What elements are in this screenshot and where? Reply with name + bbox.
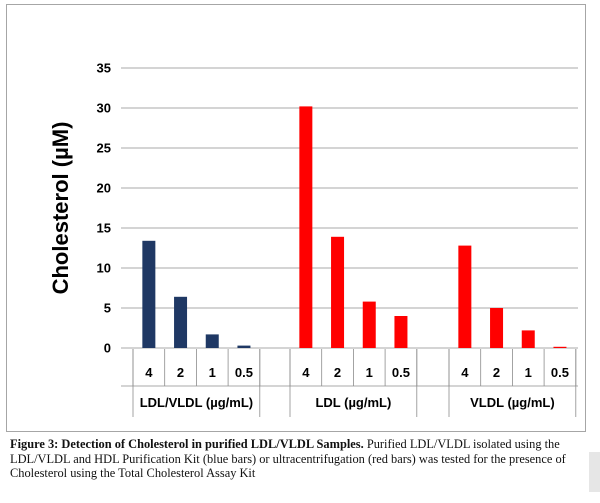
category-label: 2 (493, 365, 500, 380)
group-label: VLDL (µg/mL) (470, 395, 555, 410)
y-tick-label: 0 (104, 341, 111, 356)
bar (299, 106, 313, 349)
figure-caption: Figure 3: Detection of Cholesterol in pu… (10, 437, 595, 481)
category-label: 1 (525, 365, 532, 380)
category-label: 0.5 (392, 365, 410, 380)
caption-title: Figure 3: Detection of Cholesterol in pu… (10, 437, 364, 451)
bar (174, 296, 188, 348)
group-label: LDL/VLDL (µg/mL) (140, 395, 253, 410)
bar (331, 236, 345, 348)
bar-chart: 0 5 10 15 20 25 30 35 Cholesterol (µM) 4 2 1 0.5 LDL/… (48, 61, 578, 417)
category-label: 4 (145, 365, 153, 380)
y-tick-label: 30 (97, 101, 111, 116)
category-label: 4 (461, 365, 469, 380)
chart-frame: 0 5 10 15 20 25 30 35 Cholesterol (µM) 4 2 1 0.5 LDL/… (6, 4, 586, 432)
y-axis-label: Cholesterol (µM) (48, 122, 73, 295)
bar (142, 240, 156, 348)
bar (394, 316, 408, 348)
bar (362, 301, 376, 348)
y-tick-label: 15 (97, 221, 111, 236)
category-label: 2 (334, 365, 341, 380)
bar (458, 245, 472, 348)
y-tick-label: 10 (97, 261, 111, 276)
bar (521, 330, 535, 348)
category-label: 0.5 (235, 365, 253, 380)
bar (490, 308, 504, 348)
category-label: 2 (177, 365, 184, 380)
bar (553, 346, 567, 348)
y-tick-label: 5 (104, 301, 111, 316)
category-label: 4 (302, 365, 310, 380)
category-label: 0.5 (551, 365, 569, 380)
page-edge-shadow (589, 452, 600, 492)
bar (205, 334, 219, 348)
bar (237, 345, 251, 348)
group-label: LDL (µg/mL) (315, 395, 391, 410)
caption-body: Purified LDL/VLDL isolated using the LDL… (10, 437, 566, 480)
y-tick-label: 20 (97, 181, 111, 196)
y-tick-label: 35 (97, 61, 111, 76)
category-label: 1 (209, 365, 216, 380)
y-tick-label: 25 (97, 141, 111, 156)
category-label: 1 (366, 365, 373, 380)
